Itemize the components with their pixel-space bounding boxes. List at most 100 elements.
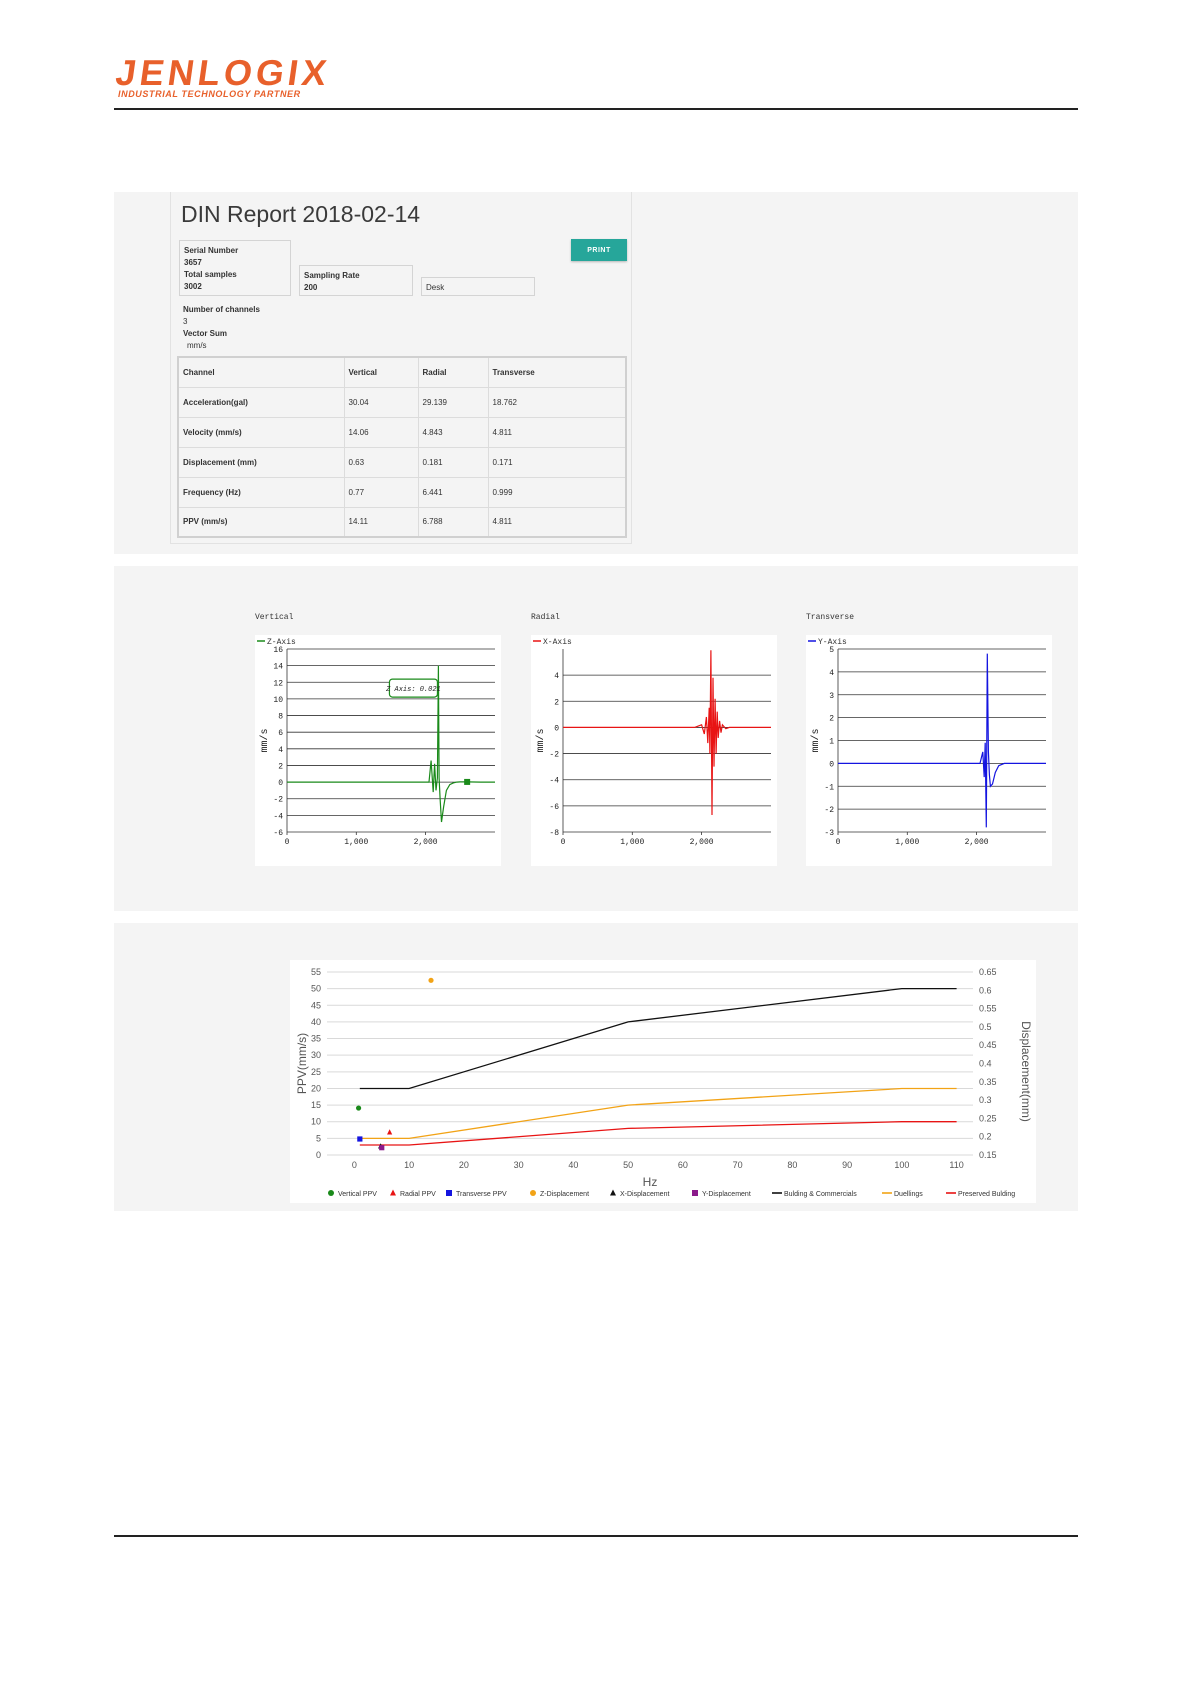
table-row: Acceleration(gal) 30.04 29.139 18.762	[178, 387, 626, 418]
legend-marker	[446, 1190, 452, 1196]
x-tick-label: 40	[568, 1160, 578, 1170]
y-tick-label: 2	[278, 762, 283, 771]
table-cell: 30.04	[343, 387, 418, 418]
radial-chart: X-Axis 4 2 0 -2 -4 -6 -8 0 1,000 2,000 mm/s	[531, 635, 777, 866]
x-tick-label: 60	[678, 1160, 688, 1170]
table-header-row: Channel Vertical Radial Transverse	[178, 357, 626, 388]
y-tick-label: 20	[311, 1083, 321, 1093]
x-tick-label: 110	[949, 1160, 963, 1170]
y-tick-label: 10	[311, 1117, 321, 1127]
table-cell: Displacement (mm)	[178, 447, 344, 478]
y-tick-label: 10	[273, 696, 283, 705]
legend-label: Vertical PPV	[338, 1191, 377, 1198]
serial-info-box: Serial Number 3657 Total samples 3002	[179, 240, 291, 296]
channels-info: Number of channels 3 Vector Sum mm/s	[183, 304, 260, 352]
table-cell: 14.11	[343, 507, 418, 538]
y-tick-label: 1	[829, 738, 834, 747]
logo-tagline: INDUSTRIAL TECHNOLOGY PARTNER	[118, 89, 301, 99]
y-tick-label: 16	[273, 646, 283, 655]
x-tick-label: 30	[514, 1160, 524, 1170]
sampling-rate-value: 200	[304, 283, 318, 292]
table-header-cell: Channel	[178, 357, 344, 388]
legend-label: Transverse PPV	[456, 1191, 507, 1198]
y-tick-label: 40	[311, 1017, 321, 1027]
y-tick-label: 4	[829, 669, 834, 678]
vector-sum-label: Vector Sum	[183, 329, 228, 338]
y-tick-label: 8	[278, 713, 283, 722]
data-point	[379, 1145, 385, 1151]
sampling-rate-box: Sampling Rate 200	[299, 265, 413, 296]
table-header-cell: Vertical	[343, 357, 418, 388]
legend-label: X-Axis	[543, 638, 572, 647]
y-tick-label: 5	[316, 1133, 321, 1143]
y-tick-label: 45	[311, 1000, 321, 1010]
y-tick-label: 55	[311, 967, 321, 977]
series-line-x-axis	[563, 650, 771, 816]
table-row: Velocity (mm/s) 14.06 4.843 4.811	[178, 417, 626, 448]
y-tick-label: -4	[549, 777, 559, 786]
y2-tick-label: 0.25	[979, 1113, 997, 1123]
y2-tick-label: 0.45	[979, 1040, 997, 1050]
y-tick-label: 4	[278, 746, 283, 755]
y2-tick-label: 0.15	[979, 1150, 997, 1160]
results-table: Channel Vertical Radial Transverse Accel…	[177, 356, 627, 538]
serial-number-label: Serial Number	[184, 246, 239, 255]
y2-tick-label: 0.65	[979, 967, 997, 977]
channels-value: 3	[183, 317, 188, 326]
y2-tick-label: 0.55	[979, 1004, 997, 1014]
y-axis-label: PPV(mm/s)	[295, 1033, 309, 1094]
series-line-y-axis	[838, 653, 1046, 828]
table-row: Frequency (Hz) 0.77 6.441 0.999	[178, 477, 626, 508]
y-tick-label: -2	[273, 796, 283, 805]
x-tick-label: 1,000	[344, 838, 368, 847]
x-tick-label: 90	[842, 1160, 852, 1170]
y2-tick-label: 0.2	[979, 1132, 992, 1142]
table-cell: 29.139	[417, 387, 488, 418]
total-samples-label: Total samples	[184, 270, 237, 279]
y-tick-label: -6	[273, 829, 283, 838]
legend-marker	[328, 1190, 334, 1196]
legend-marker	[530, 1190, 536, 1196]
transverse-chart: Y-Axis 5 4 3 2 1 0 -1 -2 -3 0 1,000 2,000 mm/s	[806, 635, 1052, 866]
channels-label: Number of channels	[183, 305, 260, 314]
vertical-chart: Z-Axis 16 14 12 10 8 6 4 2 0 -2 -4 -6 0 1,000 2,000 mm/s…	[255, 635, 501, 866]
report-title: DIN Report 2018-02-14	[181, 201, 421, 227]
y2-axis-label: Displacement(mm)	[1019, 1021, 1033, 1122]
table-cell: 4.811	[487, 417, 626, 448]
y2-tick-label: 0.4	[979, 1059, 992, 1069]
y-tick-label: 14	[273, 663, 283, 672]
x-tick-label: 100	[894, 1160, 909, 1170]
table-row: PPV (mm/s) 14.11 6.788 4.811	[178, 507, 626, 538]
y-tick-label: 6	[278, 729, 283, 738]
y-tick-label: -8	[549, 829, 559, 838]
x-tick-label: 0	[352, 1160, 357, 1170]
vertical-chart-title: Vertical	[255, 613, 294, 622]
tooltip-box	[388, 678, 439, 698]
y-axis-label: mm/s	[810, 728, 822, 752]
table-cell: 0.77	[343, 477, 418, 508]
y-tick-label: -1	[824, 783, 834, 792]
radial-chart-title: Radial	[531, 613, 560, 622]
y-tick-label: 35	[311, 1034, 321, 1044]
limit-line	[359, 987, 957, 1090]
x-tick-label: 0	[836, 838, 841, 847]
y-tick-label: 15	[311, 1100, 321, 1110]
din-criteria-chart: 0 5 10 15 20 25 30 35 40 45 50 55 0.15 0.2 0.25 0.3 0.35…	[290, 960, 1036, 1203]
y-tick-label: -4	[273, 812, 283, 821]
y2-tick-label: 0.3	[979, 1095, 992, 1105]
y2-tick-label: 0.35	[979, 1077, 997, 1087]
print-button[interactable]: PRINT	[571, 239, 627, 261]
data-point	[357, 1136, 363, 1142]
series-line-z-axis	[287, 665, 495, 823]
legend-label: Preserved Bulding	[958, 1191, 1015, 1198]
table-cell: 6.788	[417, 507, 488, 538]
table-cell: 6.441	[417, 477, 488, 508]
y-axis-label: mm/s	[259, 728, 271, 752]
y-tick-label: 4	[554, 672, 559, 681]
y-tick-label: 5	[829, 646, 834, 655]
legend-label: Y-Axis	[818, 638, 847, 647]
din-chart-panel: 0 5 10 15 20 25 30 35 40 45 50 55 0.15 0.2 0.25 0.3 0.35…	[114, 923, 1078, 1211]
report-panel: DIN Report 2018-02-14 Serial Number 3657…	[114, 192, 1078, 554]
